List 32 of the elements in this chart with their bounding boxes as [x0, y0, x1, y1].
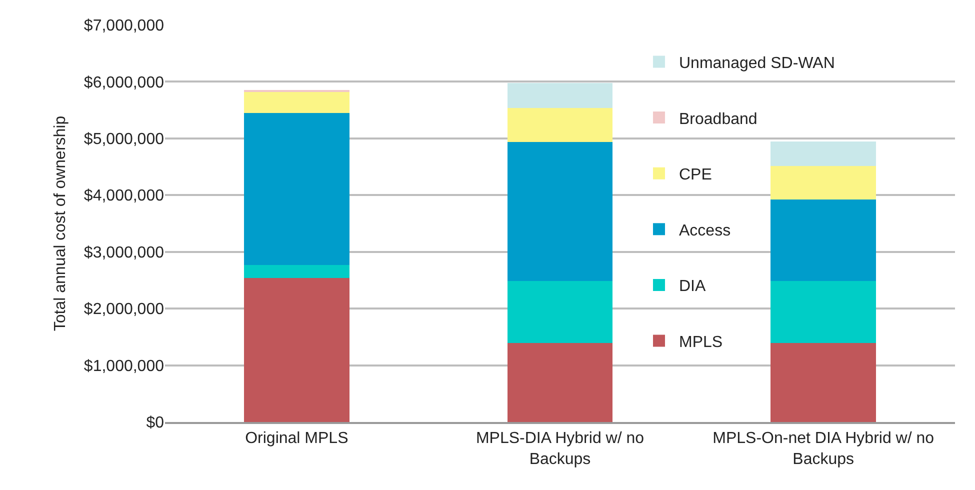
bar: [770, 141, 876, 166]
bar: [507, 142, 613, 281]
legend-label: MPLS: [679, 334, 723, 351]
y-tick-label: $7,000,000: [84, 18, 164, 35]
y-tick-label: $1,000,000: [84, 358, 164, 375]
bar: [244, 112, 350, 265]
bar: [770, 343, 876, 422]
y-tick-label: $6,000,000: [84, 74, 164, 92]
y-tick-label: $5,000,000: [84, 131, 164, 148]
legend-label: Unmanaged SD-WAN: [679, 54, 835, 72]
y-axis-title: Total annual cost of ownership: [52, 116, 69, 332]
x-tick-label: Original MPLS: [245, 430, 348, 447]
bar: [244, 278, 350, 422]
y-tick-label: $4,000,000: [84, 188, 164, 205]
bar: [507, 108, 613, 142]
x-tick-label: MPLS-On-net DIA Hybrid w/ no Backups: [712, 430, 934, 468]
y-tick-label: $0: [146, 414, 164, 432]
bar: [507, 280, 613, 344]
bar: [507, 343, 613, 422]
legend-label: Access: [679, 222, 731, 240]
legend-label: CPE: [679, 166, 712, 184]
bar: [770, 200, 876, 281]
bar: [507, 82, 613, 108]
legend-label: Broadband: [679, 110, 758, 128]
x-tick-label: MPLS-DIA Hybrid w/ no Backups: [476, 430, 644, 468]
legend-label: DIA: [679, 278, 706, 296]
bar: [770, 280, 876, 344]
y-tick-label: $3,000,000: [84, 244, 164, 262]
bar: [770, 166, 876, 200]
y-tick-label: $2,000,000: [84, 301, 164, 318]
bar: [244, 264, 350, 278]
bar: [244, 92, 350, 113]
